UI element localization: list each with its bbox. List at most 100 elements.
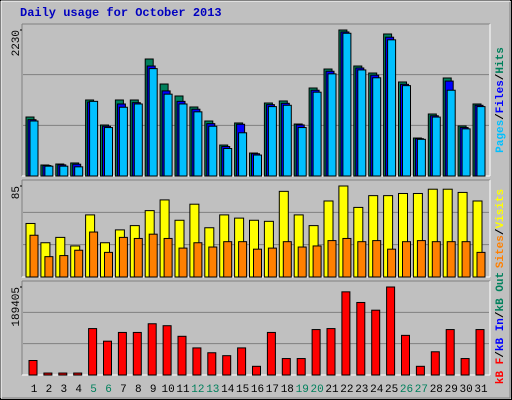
legend-entry: Files bbox=[495, 80, 507, 113]
y-max-label: 2230 bbox=[11, 30, 23, 56]
bar bbox=[341, 291, 351, 376]
bar bbox=[357, 69, 367, 177]
x-tick-label: 26 bbox=[400, 384, 413, 396]
bar bbox=[296, 358, 306, 376]
legend-separator: / bbox=[495, 73, 507, 80]
bar bbox=[253, 248, 262, 278]
y-max-label: 85 bbox=[11, 186, 23, 199]
bar bbox=[327, 73, 337, 177]
x-tick-label: 23 bbox=[355, 384, 368, 396]
bar bbox=[177, 335, 187, 376]
bar bbox=[44, 165, 54, 177]
y-max-label: 189405 bbox=[11, 287, 23, 327]
bar bbox=[416, 138, 426, 177]
bar bbox=[356, 301, 366, 376]
bar bbox=[44, 256, 54, 278]
bar bbox=[148, 68, 158, 177]
legend-entry: kB In bbox=[495, 318, 507, 351]
bar bbox=[29, 234, 39, 278]
bar bbox=[43, 372, 53, 376]
x-tick-label: 2 bbox=[46, 384, 53, 396]
bar bbox=[223, 148, 233, 177]
bar bbox=[282, 241, 292, 278]
bar bbox=[372, 240, 382, 278]
legend-separator: / bbox=[495, 113, 507, 120]
bar bbox=[431, 116, 441, 177]
x-tick-label: 31 bbox=[474, 384, 488, 396]
bar bbox=[133, 103, 143, 177]
legend: Pages/Files/Hits bbox=[495, 47, 507, 153]
bar bbox=[446, 241, 456, 278]
bar bbox=[312, 245, 322, 278]
bar bbox=[461, 241, 471, 278]
x-tick-label: 28 bbox=[430, 384, 443, 396]
bar bbox=[223, 241, 233, 278]
bar bbox=[238, 132, 248, 177]
legend: kB F/kB In/kB Out bbox=[495, 272, 507, 384]
x-tick-label: 21 bbox=[325, 384, 339, 396]
bar bbox=[297, 127, 307, 177]
legend-entry: kB Out bbox=[495, 272, 507, 312]
x-tick-label: 6 bbox=[105, 384, 112, 396]
x-tick-label: 19 bbox=[296, 384, 309, 396]
legend-entry: Pages bbox=[495, 120, 507, 153]
bar bbox=[372, 77, 382, 177]
bar bbox=[118, 236, 128, 278]
x-tick-label: 4 bbox=[75, 384, 82, 396]
bar bbox=[342, 237, 352, 278]
bar bbox=[118, 106, 128, 177]
bar bbox=[178, 103, 188, 177]
bar bbox=[415, 365, 425, 376]
bar bbox=[387, 248, 397, 278]
bar bbox=[312, 91, 322, 177]
x-tick-label: 17 bbox=[266, 384, 279, 396]
chart-title: Daily usage for October 2013 bbox=[20, 6, 222, 20]
bar bbox=[402, 85, 411, 177]
bar bbox=[89, 100, 99, 177]
bar bbox=[178, 247, 188, 278]
x-tick-label: 20 bbox=[310, 384, 323, 396]
bar bbox=[326, 328, 336, 376]
bar bbox=[29, 120, 39, 177]
x-tick-label: 8 bbox=[135, 384, 142, 396]
bar bbox=[103, 340, 112, 376]
bar bbox=[163, 93, 173, 177]
bar bbox=[266, 331, 276, 376]
bar bbox=[132, 331, 142, 376]
x-tick-label: 11 bbox=[176, 384, 190, 396]
bar bbox=[311, 329, 321, 376]
bar bbox=[192, 347, 202, 376]
bar bbox=[238, 241, 248, 278]
legend-entry: Sites bbox=[495, 235, 507, 268]
x-tick-label: 25 bbox=[385, 384, 398, 396]
x-tick-label: 29 bbox=[445, 384, 458, 396]
bar bbox=[401, 334, 410, 376]
x-tick-label: 3 bbox=[60, 384, 67, 396]
bar bbox=[162, 325, 172, 376]
legend-separator: / bbox=[495, 311, 507, 318]
x-tick-label: 10 bbox=[161, 384, 174, 396]
legend-entry: kB F bbox=[495, 358, 507, 384]
bar bbox=[193, 242, 203, 278]
x-tick-label: 18 bbox=[281, 384, 294, 396]
panel bbox=[22, 281, 490, 375]
bar bbox=[386, 286, 396, 376]
x-tick-label: 5 bbox=[90, 384, 97, 396]
bar bbox=[59, 255, 69, 278]
bar bbox=[253, 154, 262, 177]
bar bbox=[431, 241, 441, 278]
bar bbox=[267, 106, 277, 177]
bar bbox=[416, 240, 426, 278]
bar bbox=[267, 247, 277, 278]
bar bbox=[74, 249, 84, 278]
x-tick-label: 14 bbox=[221, 384, 235, 396]
bar bbox=[430, 351, 440, 376]
bar bbox=[446, 89, 456, 177]
x-tick-label: 22 bbox=[340, 384, 353, 396]
bar bbox=[460, 358, 470, 376]
bar bbox=[327, 240, 337, 278]
bar bbox=[147, 323, 157, 376]
bar bbox=[281, 358, 291, 376]
bar bbox=[357, 241, 367, 278]
